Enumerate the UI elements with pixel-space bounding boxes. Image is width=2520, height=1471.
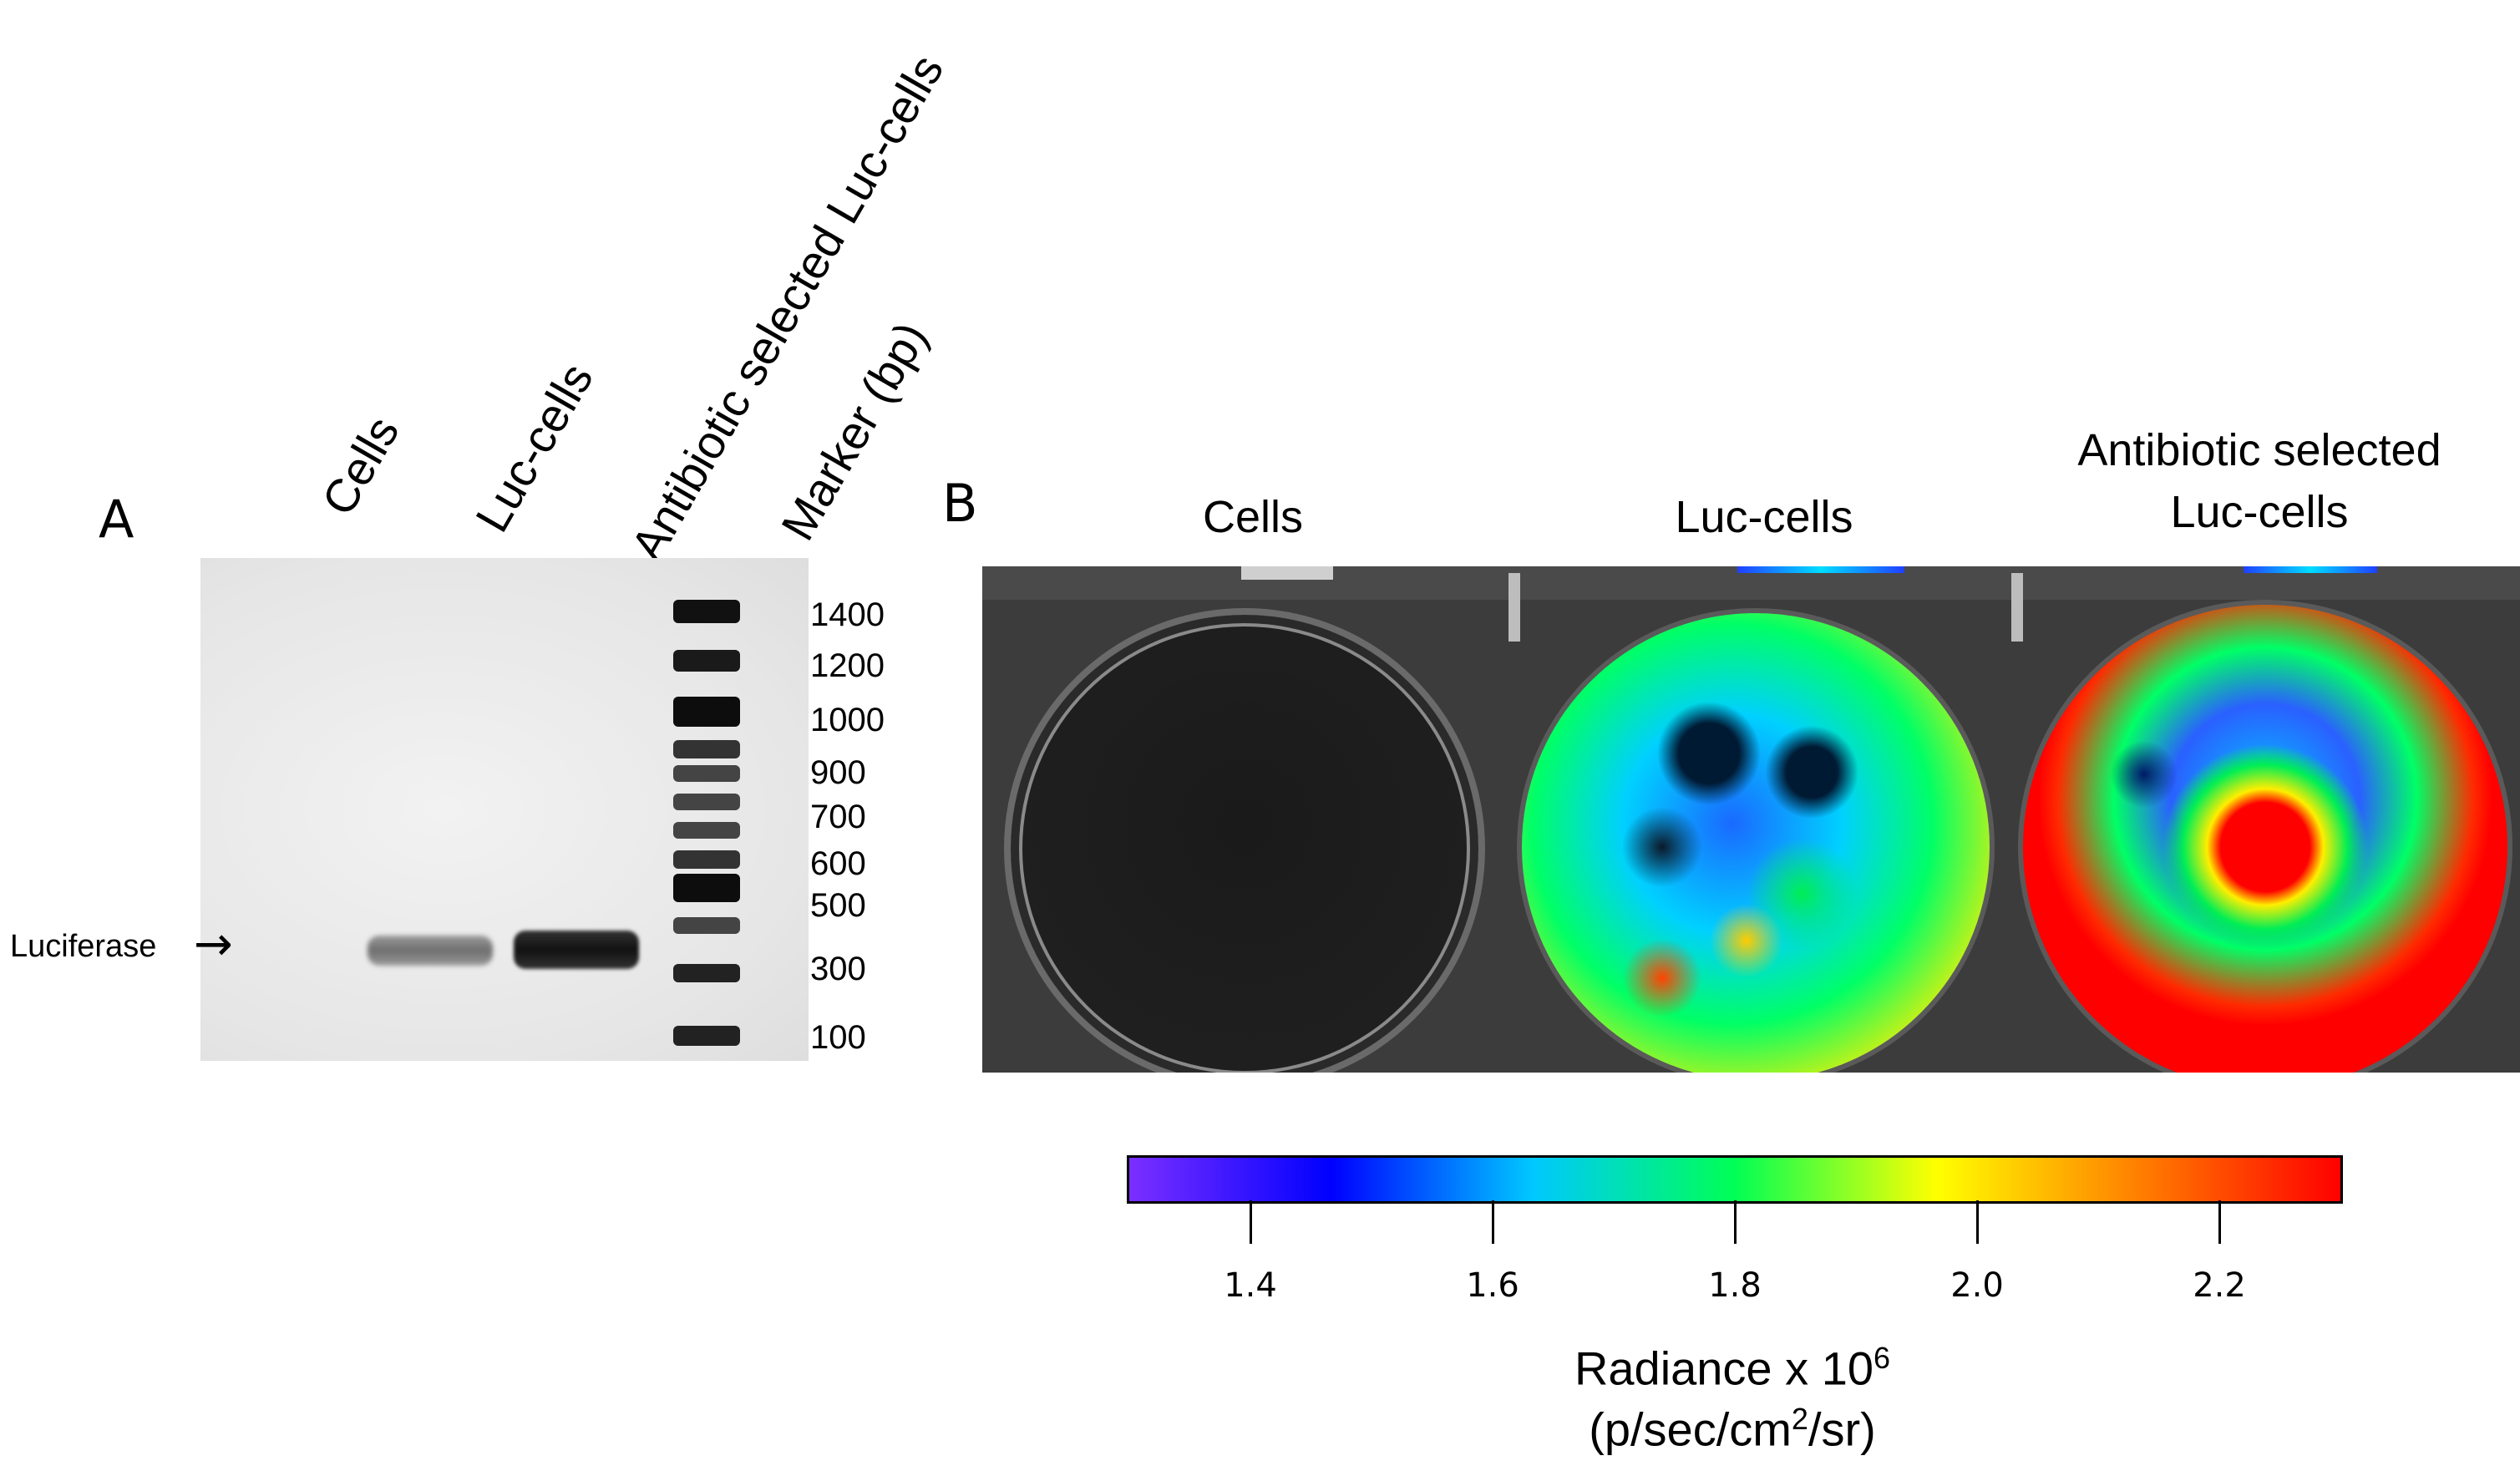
colorbar-tick-1 [1250, 1200, 1252, 1244]
colorbar-tick-3 [1734, 1200, 1737, 1244]
radiance-units: (p/sec/cm2/sr) [1440, 1402, 2025, 1457]
lane-label-cells: Cells [311, 407, 409, 524]
luminescence-top-edge-2 [1737, 566, 1904, 573]
marker-label-600: 600 [810, 845, 866, 882]
colorbar-tick-5 [2218, 1200, 2221, 1244]
marker-label-1200: 1200 [810, 647, 885, 684]
marker-label-700: 700 [810, 799, 866, 835]
colorbar-tick-label-5: 2.2 [2193, 1266, 2246, 1305]
well-antibiotic-selected [2018, 600, 2512, 1073]
radiance-title-text: Radiance x 10 [1574, 1342, 1874, 1395]
colorbar-tick-2 [1492, 1200, 1494, 1244]
colorbar-tick-label-2: 1.6 [1466, 1266, 1519, 1305]
marker-label-100: 100 [810, 1019, 866, 1056]
radiance-title: Radiance x 106 [1440, 1341, 2025, 1396]
radiance-title-exponent: 6 [1873, 1341, 1891, 1375]
lane-label-marker: Marker (bp) [770, 312, 938, 549]
colorbar-tick-label-1: 1.4 [1224, 1266, 1277, 1305]
gel-band-antibiotic [514, 931, 639, 969]
radiance-colorbar [1127, 1155, 2343, 1204]
marker-ladder [673, 558, 740, 1061]
gel-image [200, 558, 809, 1061]
colorbar-tick-label-4: 2.0 [1950, 1266, 2004, 1305]
luciferase-label: Luciferase [10, 929, 157, 964]
well-label-antibiotic-line2: Luc-cells [2170, 487, 2349, 537]
well-cells [1004, 608, 1485, 1073]
well-label-antibiotic-line1: Antibiotic selected [2077, 425, 2441, 475]
radiance-units-pre: (p/sec/cm [1589, 1403, 1792, 1456]
marker-label-500: 500 [810, 887, 866, 924]
bioluminescence-plate-image [982, 566, 2520, 1073]
colorbar-tick-label-3: 1.8 [1708, 1266, 1762, 1305]
panel-a-letter: A [99, 489, 134, 550]
radiance-units-exponent: 2 [1791, 1402, 1808, 1436]
arrow-right-icon: → [194, 917, 233, 971]
marker-label-1000: 1000 [810, 702, 885, 738]
marker-label-900: 900 [810, 754, 866, 791]
marker-label-1400: 1400 [810, 596, 885, 633]
gel-band-luc-cells [368, 936, 493, 966]
radiance-units-post: /sr) [1808, 1403, 1876, 1456]
well-luc-cells [1517, 608, 1995, 1073]
well-label-luc-cells: Luc-cells [1675, 492, 1853, 542]
marker-label-300: 300 [810, 951, 866, 987]
panel-b-letter: B [942, 473, 978, 534]
colorbar-tick-4 [1976, 1200, 1979, 1244]
lane-label-luc-cells: Luc-cells [464, 354, 603, 540]
well-label-cells: Cells [1202, 492, 1304, 542]
luminescence-top-edge-3 [2244, 566, 2377, 573]
